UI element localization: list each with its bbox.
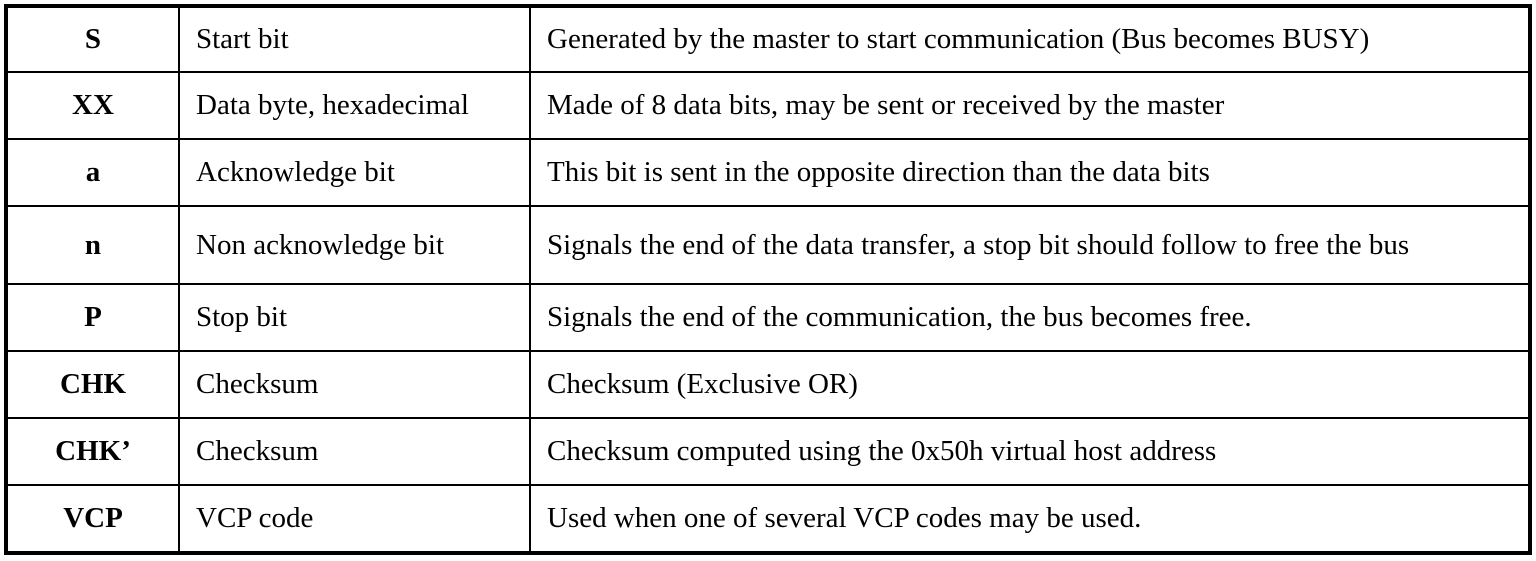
- table-row: CHK’ Checksum Checksum computed using th…: [5, 417, 1531, 486]
- name-cell: Stop bit: [178, 283, 531, 352]
- name-cell: Data byte, hexadecimal: [178, 71, 531, 140]
- description-cell: This bit is sent in the opposite directi…: [529, 138, 1531, 207]
- table-row: XX Data byte, hexadecimal Made of 8 data…: [5, 71, 1531, 140]
- name-cell: VCP code: [178, 484, 531, 554]
- table-row: CHK Checksum Checksum (Exclusive OR): [5, 350, 1531, 419]
- table-row: a Acknowledge bit This bit is sent in th…: [5, 138, 1531, 207]
- symbol-legend-table: S Start bit Generated by the master to s…: [4, 4, 1532, 555]
- table-row: n Non acknowledge bit Signals the end of…: [5, 205, 1531, 285]
- symbol-cell: CHK’: [5, 417, 180, 486]
- description-cell: Used when one of several VCP codes may b…: [529, 484, 1531, 554]
- description-cell: Signals the end of the communication, th…: [529, 283, 1531, 352]
- description-cell: Generated by the master to start communi…: [529, 5, 1531, 73]
- name-cell: Start bit: [178, 5, 531, 73]
- symbol-cell: XX: [5, 71, 180, 140]
- name-cell: Non acknowledge bit: [178, 205, 531, 285]
- description-cell: Made of 8 data bits, may be sent or rece…: [529, 71, 1531, 140]
- symbol-cell: P: [5, 283, 180, 352]
- description-cell: Signals the end of the data transfer, a …: [529, 205, 1531, 285]
- symbol-cell: n: [5, 205, 180, 285]
- name-cell: Checksum: [178, 350, 531, 419]
- name-cell: Checksum: [178, 417, 531, 486]
- symbol-cell: VCP: [5, 484, 180, 554]
- name-cell: Acknowledge bit: [178, 138, 531, 207]
- symbol-cell: CHK: [5, 350, 180, 419]
- table-row: P Stop bit Signals the end of the commun…: [5, 283, 1531, 352]
- table-row: VCP VCP code Used when one of several VC…: [5, 484, 1531, 554]
- description-cell: Checksum (Exclusive OR): [529, 350, 1531, 419]
- table-row: S Start bit Generated by the master to s…: [5, 5, 1531, 73]
- symbol-cell: a: [5, 138, 180, 207]
- symbol-cell: S: [5, 5, 180, 73]
- description-cell: Checksum computed using the 0x50h virtua…: [529, 417, 1531, 486]
